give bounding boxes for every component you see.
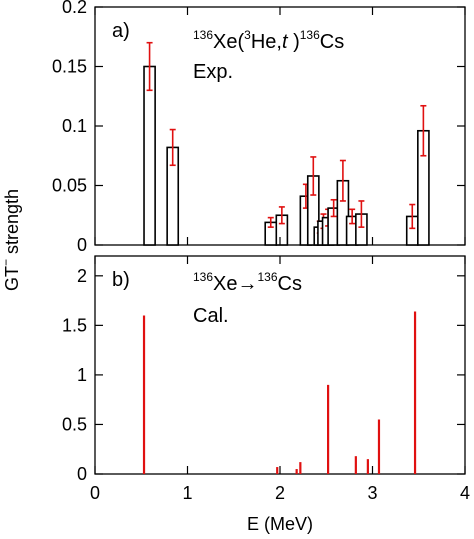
x-tick-label-4: 4: [460, 483, 470, 503]
x-axis-title: E (MeV): [247, 514, 313, 534]
exp-errorbar-12: [358, 200, 365, 228]
exp-errorbar-5: [310, 156, 317, 196]
y-axis-title-main: GT: [2, 266, 22, 291]
panel-b-reaction-label: 136Xe→136Cs: [193, 270, 302, 295]
exp-errorbar-13: [409, 203, 416, 230]
y-tick-label-b-2: 1: [77, 365, 87, 385]
panel-a-cs: Cs: [320, 31, 344, 53]
exp-errorbar-2: [267, 216, 274, 228]
panel-b-cal-label: Cal.: [193, 305, 229, 327]
y-tick-label-a-1: 0.05: [52, 176, 87, 196]
y-tick-label-a-4: 0.2: [62, 0, 87, 17]
panel-b-cs: Cs: [278, 273, 302, 295]
exp-errorbar-1: [169, 128, 176, 167]
panel-a-exp-label: Exp.: [193, 61, 233, 83]
panel-b-mass-3: 136: [258, 270, 278, 284]
panel-b-marks: [142, 311, 417, 474]
panel-b-tag: b): [112, 269, 130, 291]
y-tick-label-b-3: 1.5: [62, 315, 87, 335]
exp-errorbar-11: [349, 208, 356, 225]
y-tick-label-a-0: 0: [77, 235, 87, 255]
panel-a-mass-3: 136: [300, 28, 320, 42]
y-tick-label-b-1: 0.5: [62, 414, 87, 434]
y-tick-label-a-2: 0.1: [62, 116, 87, 136]
exp-bar-0: [143, 65, 156, 246]
x-tick-label-3: 3: [367, 483, 377, 503]
panel-a-t: t: [282, 31, 289, 53]
x-tick-label-2: 2: [275, 483, 285, 503]
exp-errorbar-3: [278, 206, 285, 225]
exp-errorbar-14: [420, 104, 427, 157]
panel-a-tag: a): [112, 20, 130, 42]
y-tick-label-b-0: 0: [77, 464, 87, 484]
axis-ticks: [94, 6, 466, 475]
y-axis-title-sup: −: [0, 259, 13, 266]
exp-errorbar-9: [330, 198, 337, 218]
y-axis-title: GT− strength: [0, 189, 22, 291]
panel-a-xe: Xe(: [213, 31, 244, 53]
panel-a-marks: [143, 41, 430, 246]
x-tick-label-1: 1: [182, 483, 192, 503]
panel-a-mass-1: 136: [193, 28, 213, 42]
exp-errorbar-10: [339, 159, 346, 202]
axis-tick-labels: 0 1 2 3 4 0 0.05 0.1 0.15 0.2 0 0.5 1 1.5 2: [52, 0, 470, 503]
y-tick-label-a-3: 0.15: [52, 57, 87, 77]
panel-a-paren: ): [288, 31, 300, 53]
x-tick-label-0: 0: [90, 483, 100, 503]
panel-a-reaction-label: 136Xe(3He,t )136Cs: [193, 28, 344, 53]
exp-errorbar-0: [146, 41, 153, 92]
y-axis-title-rest: strength: [2, 189, 22, 259]
panel-a-mass-2: 3: [244, 28, 251, 42]
panel-b-mass-1: 136: [193, 270, 213, 284]
y-tick-label-b-4: 2: [77, 266, 87, 286]
panel-b-xe: Xe→: [213, 273, 257, 295]
panel-a-he: He,: [251, 31, 282, 53]
